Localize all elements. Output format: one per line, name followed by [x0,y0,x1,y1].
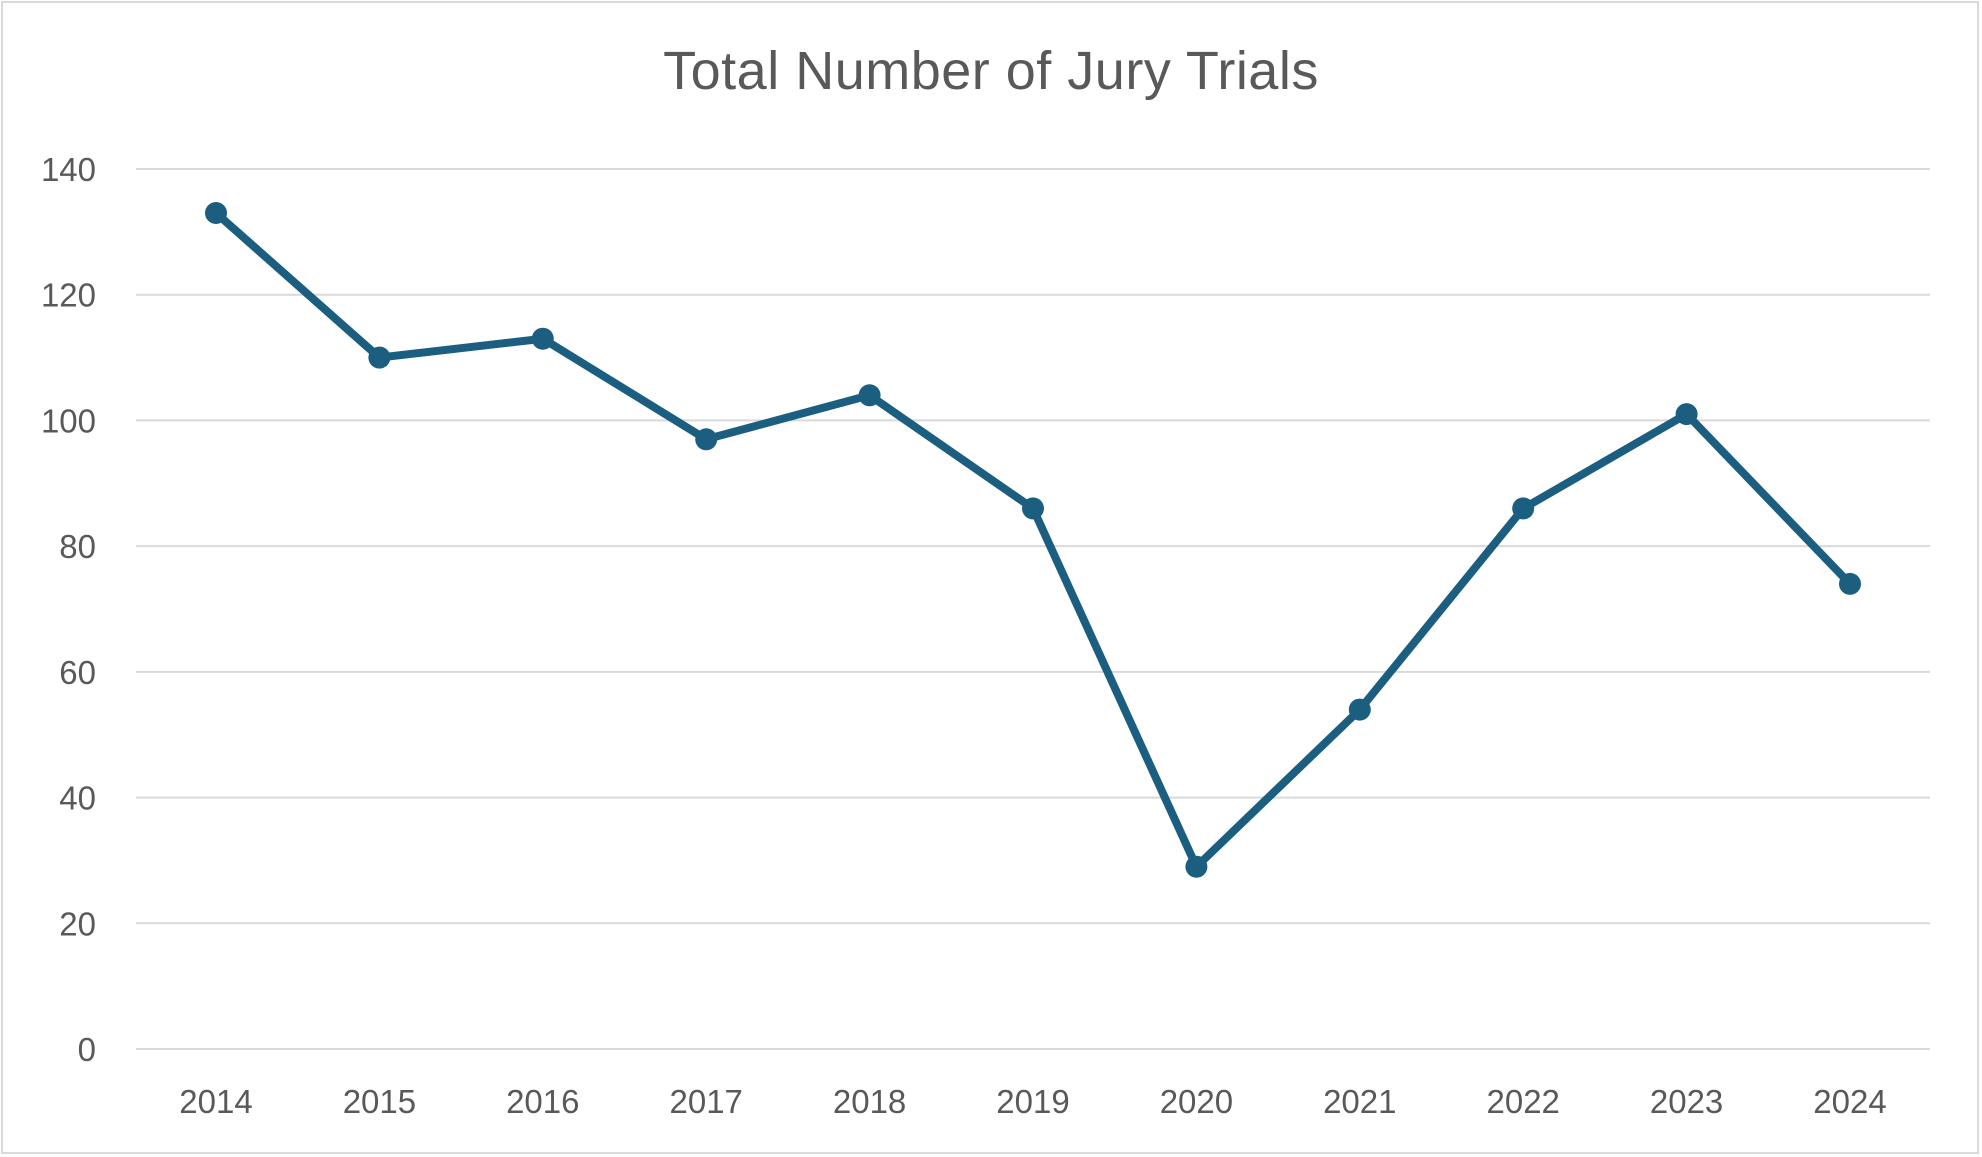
x-axis-tick-labels: 2014 2015 2016 2017 2018 2019 2020 2021 2022 2023… [179,1083,1886,1120]
x-tick-label: 2024 [1813,1083,1886,1120]
x-tick-label: 2019 [996,1083,1069,1120]
data-point-2020 [1185,855,1208,878]
y-axis-tick-labels: 0 20 40 60 80 100 120 140 [41,151,96,1068]
x-tick-label: 2015 [343,1083,416,1120]
data-point-2018 [858,384,881,407]
y-tick-label: 0 [78,1031,96,1068]
y-tick-label: 20 [59,905,96,942]
x-tick-label: 2016 [506,1083,579,1120]
data-point-2022 [1512,497,1535,520]
x-tick-label: 2014 [179,1083,252,1120]
data-point-2014 [205,202,227,224]
x-tick-label: 2018 [833,1083,906,1120]
data-point-2019 [1022,497,1044,520]
data-point-2021 [1348,698,1371,721]
x-tick-label: 2023 [1650,1083,1723,1120]
data-point-2015 [368,346,391,369]
data-point-2024 [1839,572,1861,595]
x-tick-label: 2017 [669,1083,742,1120]
series-line [212,209,1854,871]
x-tick-label: 2020 [1160,1083,1233,1120]
data-point-2017 [695,428,718,451]
x-tick-label: 2022 [1486,1083,1559,1120]
data-points [205,202,1861,878]
data-point-2023 [1675,403,1698,426]
chart-title: Total Number of Jury Trials [663,41,1319,101]
y-tick-label: 140 [41,151,96,188]
y-tick-label: 60 [59,654,96,691]
data-point-2016 [531,327,554,350]
y-tick-label: 80 [59,528,96,565]
series-line-group [212,209,1854,871]
y-tick-label: 100 [41,402,96,439]
gridlines [136,168,1930,1050]
y-tick-label: 40 [59,780,96,817]
y-tick-label: 120 [41,277,96,314]
x-tick-label: 2021 [1323,1083,1396,1120]
